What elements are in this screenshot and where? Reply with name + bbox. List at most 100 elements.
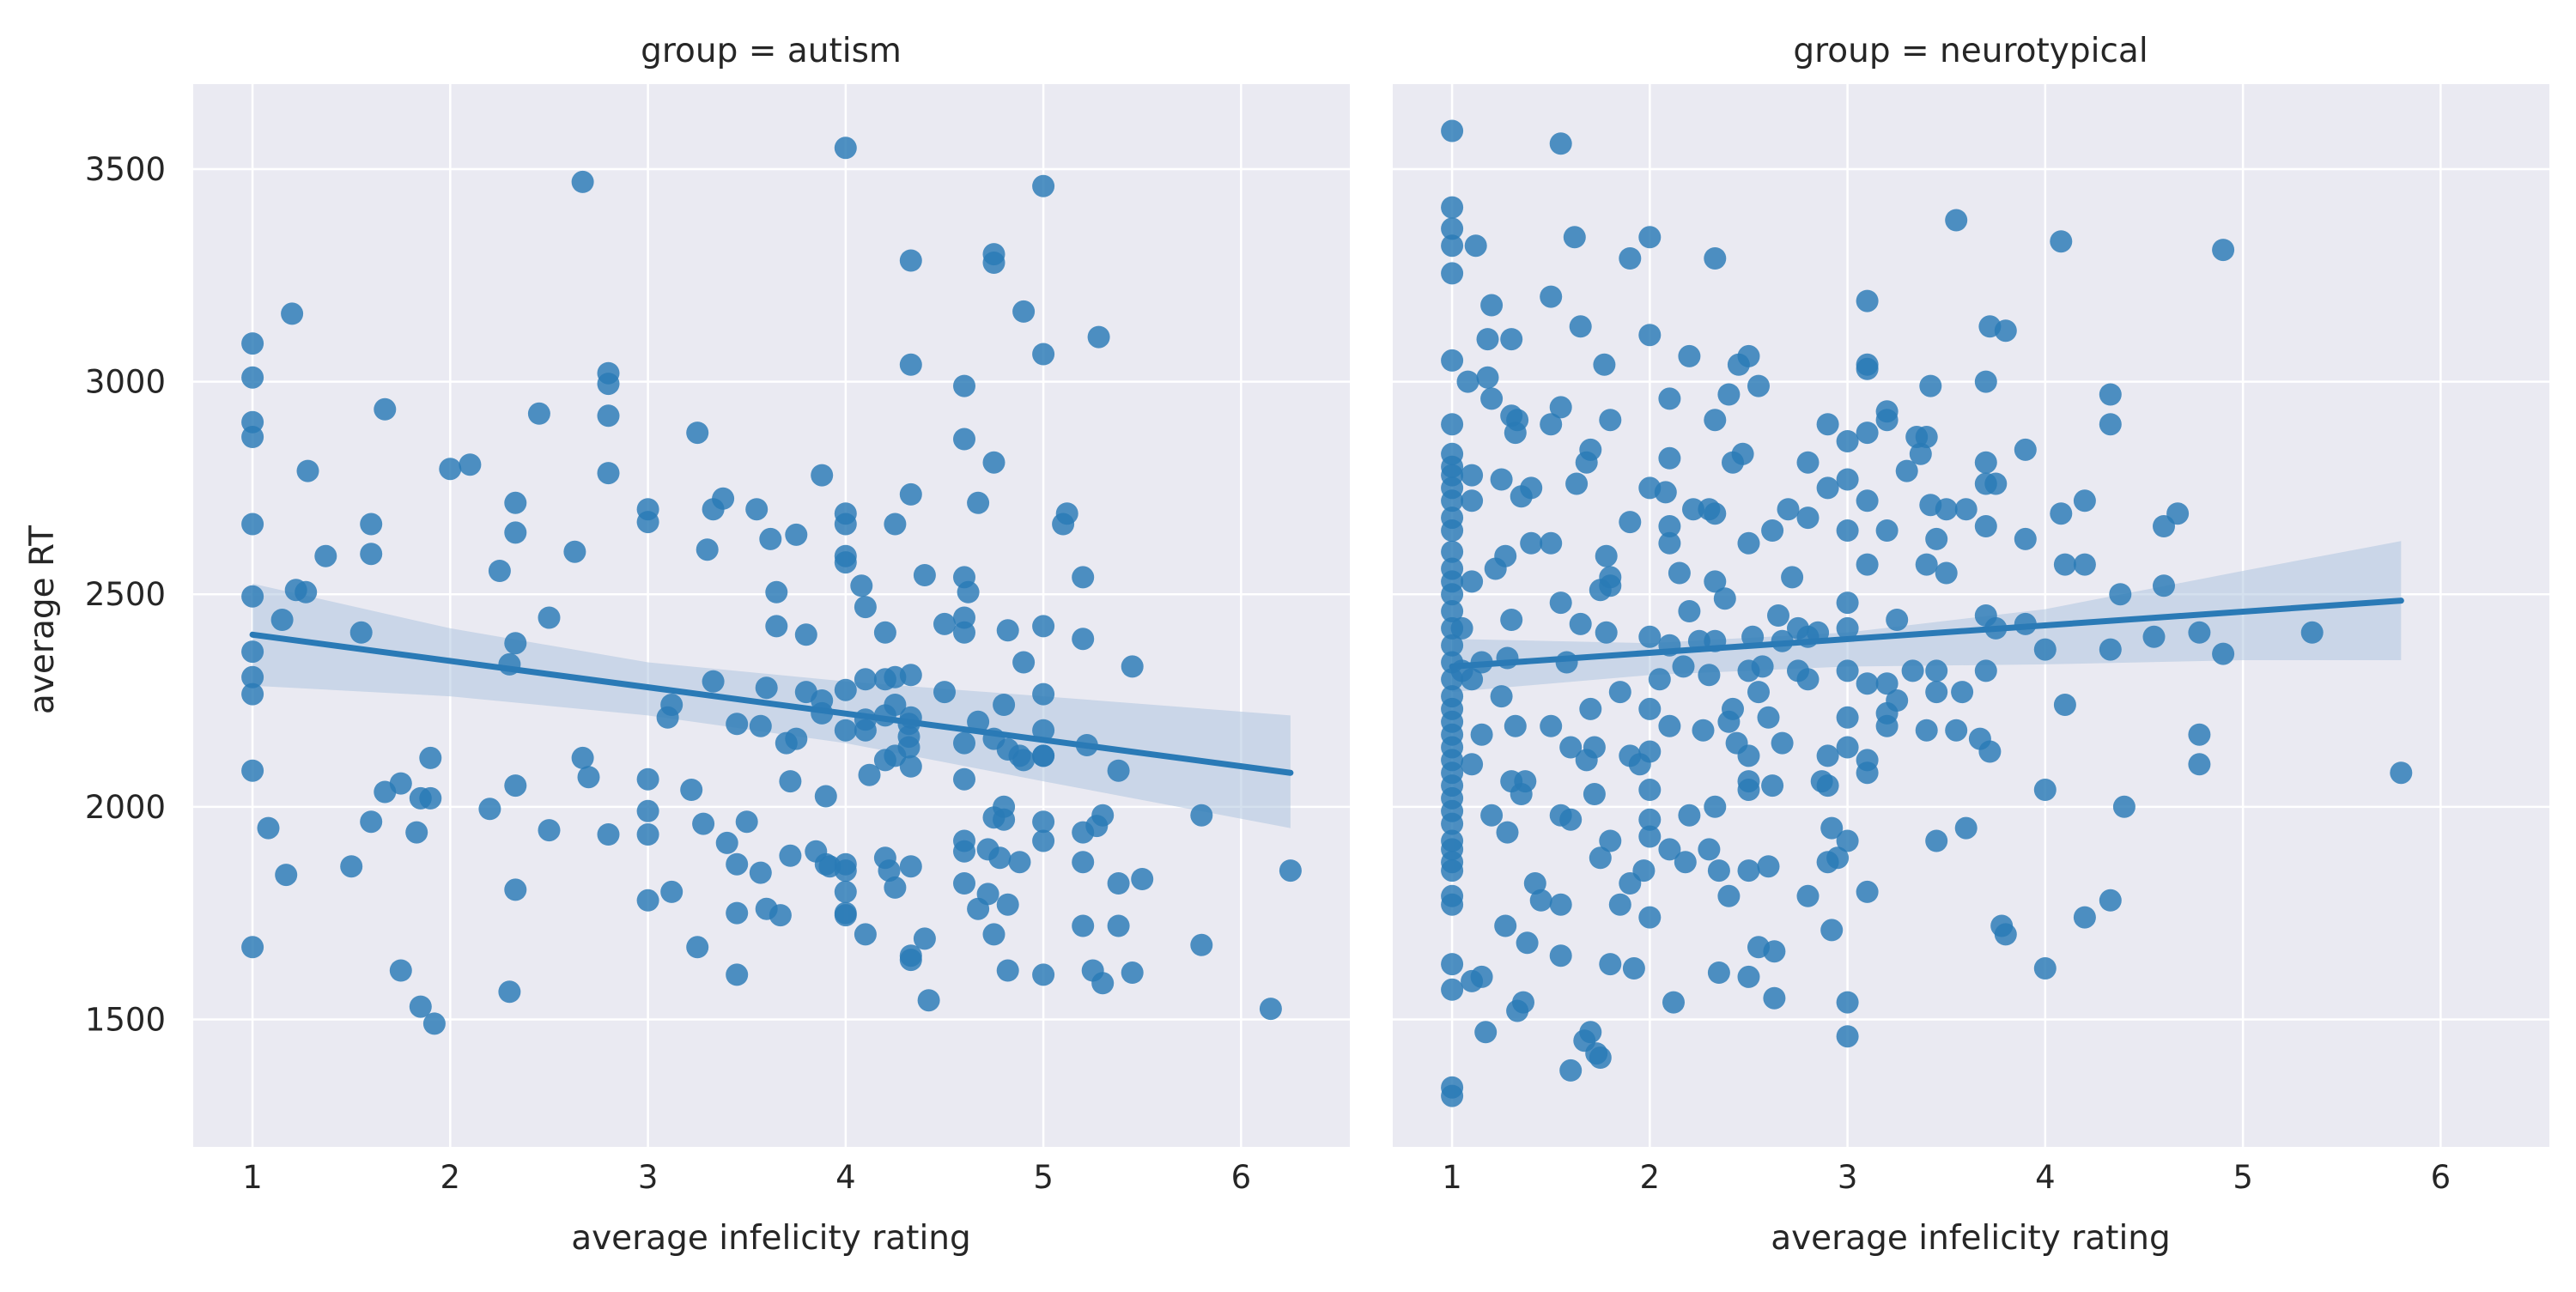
confidence-band <box>1452 541 2402 693</box>
data-point <box>538 606 561 629</box>
data-point <box>933 612 956 635</box>
data-point <box>504 521 527 544</box>
data-point <box>1599 953 1622 976</box>
gridlines <box>193 84 1350 1147</box>
data-point <box>660 880 683 903</box>
data-point <box>1925 681 1948 704</box>
data-point <box>1559 808 1583 831</box>
data-point <box>811 464 834 487</box>
data-point <box>785 523 808 546</box>
data-point <box>1461 489 1484 513</box>
data-point <box>873 621 896 644</box>
data-point <box>993 808 1016 831</box>
data-point <box>636 799 659 822</box>
regression-line-group <box>1449 597 2404 670</box>
data-point <box>1559 1058 1583 1082</box>
data-point <box>899 664 922 687</box>
data-point <box>1055 502 1078 525</box>
data-point <box>2099 638 2122 661</box>
data-point <box>636 767 659 791</box>
data-point <box>340 855 363 878</box>
data-point <box>953 428 975 451</box>
data-point <box>834 880 857 903</box>
data-point <box>577 766 600 789</box>
data-point <box>1678 344 1701 367</box>
data-point <box>854 923 877 946</box>
data-point <box>1523 872 1546 895</box>
data-point <box>1579 697 1602 720</box>
data-point <box>953 767 975 791</box>
data-point <box>257 816 280 840</box>
data-point <box>636 823 659 846</box>
data-point <box>1781 566 1804 589</box>
data-point <box>1638 808 1662 831</box>
data-point <box>241 585 264 608</box>
data-point <box>834 513 857 536</box>
data-point <box>1919 374 1942 397</box>
data-point <box>1091 972 1115 995</box>
data-point <box>1032 615 1055 638</box>
data-point <box>241 665 264 688</box>
data-point <box>1441 413 1464 436</box>
y-tick-label: 3500 <box>85 151 166 188</box>
data-point <box>996 893 1019 916</box>
x-tick-label: 1 <box>242 1159 263 1196</box>
data-point <box>1704 247 1727 270</box>
data-point <box>1583 783 1606 805</box>
data-point <box>1565 472 1589 495</box>
data-point <box>1500 609 1523 631</box>
data-point <box>1836 430 1859 452</box>
data-point <box>686 936 709 959</box>
data-point <box>1087 325 1110 349</box>
data-point <box>1638 625 1662 648</box>
data-point <box>241 682 264 706</box>
data-point <box>2142 625 2166 648</box>
data-point <box>360 543 383 566</box>
data-point <box>241 366 264 389</box>
data-point <box>459 453 482 476</box>
data-point <box>2099 413 2122 436</box>
regression-line-group <box>249 631 1294 776</box>
data-point <box>2050 230 2073 253</box>
data-point <box>1540 531 1563 555</box>
data-point <box>241 513 264 536</box>
data-point <box>2212 239 2235 262</box>
x-axis-label: average infelicity rating <box>571 1219 971 1258</box>
data-point <box>834 719 857 742</box>
data-point <box>854 719 877 742</box>
data-point <box>1516 931 1539 955</box>
data-point <box>988 846 1012 870</box>
data-point <box>1668 561 1691 585</box>
data-point <box>1638 324 1662 347</box>
data-point <box>1951 681 1974 704</box>
data-point <box>1032 719 1055 742</box>
data-point <box>765 615 788 638</box>
data-point <box>2212 642 2235 665</box>
data-point <box>933 681 956 704</box>
data-point <box>498 980 521 1004</box>
data-point <box>1259 998 1282 1021</box>
data-point <box>726 852 749 876</box>
data-point <box>1658 714 1681 737</box>
data-point <box>1771 731 1794 755</box>
data-point <box>953 731 975 755</box>
scatter-points <box>1441 119 2413 1107</box>
data-point <box>834 904 857 927</box>
data-point <box>1549 591 1572 615</box>
data-point <box>1757 855 1780 878</box>
data-point <box>538 819 561 842</box>
data-point <box>1091 804 1115 827</box>
data-point <box>504 632 527 655</box>
data-point <box>1654 481 1677 504</box>
data-point <box>1529 889 1552 912</box>
data-point <box>1909 442 1932 465</box>
data-point <box>1836 736 1859 759</box>
data-point <box>982 252 1005 274</box>
data-point <box>1476 366 1499 389</box>
data-point <box>1856 289 1879 312</box>
data-point <box>1763 986 1786 1010</box>
data-point <box>2099 889 2122 912</box>
data-point <box>2073 489 2096 513</box>
x-tick-label: 5 <box>1033 1159 1054 1196</box>
data-point <box>1461 668 1484 691</box>
